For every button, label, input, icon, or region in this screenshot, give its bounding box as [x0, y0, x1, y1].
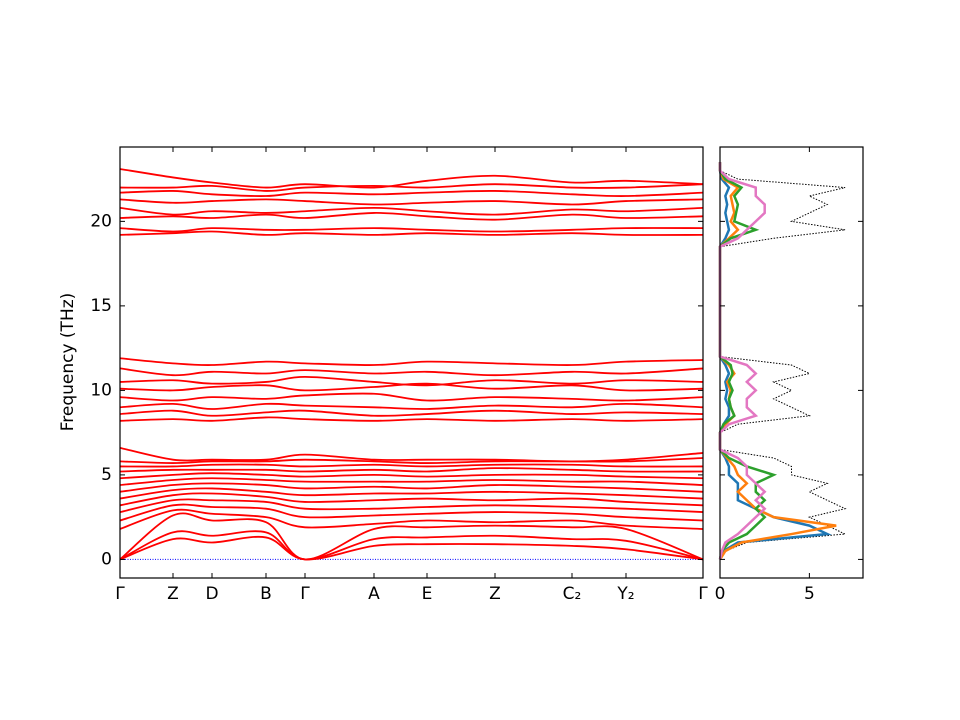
- y-tick-label: 15: [90, 296, 112, 316]
- y-tick-label: 10: [90, 380, 112, 400]
- x-tick-label: Γ: [115, 584, 125, 604]
- x-tick-label: D: [205, 584, 218, 604]
- band-line: [119, 382, 704, 392]
- band-line: [119, 402, 704, 410]
- band-line: [119, 446, 704, 463]
- band-line: [119, 503, 704, 522]
- band-frame: [119, 146, 704, 579]
- band-line: [119, 206, 704, 216]
- x-tick-label: E: [422, 584, 433, 604]
- x-tick-label: Y₂: [616, 584, 634, 604]
- x-tick-label: B: [260, 584, 272, 604]
- band-line: [119, 463, 704, 468]
- x-tick-label: C₂: [563, 584, 582, 604]
- x-tick-label: Γ: [300, 584, 310, 604]
- band-line: [119, 535, 704, 561]
- band-line: [119, 467, 704, 473]
- band-line: [119, 212, 704, 221]
- x-tick-label: 0: [715, 584, 726, 604]
- band-line: [119, 482, 704, 493]
- band-line: [119, 227, 704, 233]
- y-tick-label: 20: [90, 211, 112, 231]
- band-line: [119, 492, 704, 507]
- band-line: [119, 375, 704, 387]
- y-tick-label: 5: [101, 465, 112, 485]
- dos-frame: [719, 146, 864, 579]
- band-line: [119, 498, 704, 513]
- total-dos-line: [719, 162, 848, 560]
- partial-dos-line: [718, 162, 778, 560]
- band-line: [119, 409, 704, 417]
- band-line: [119, 190, 704, 197]
- band-line: [119, 392, 704, 402]
- band-line: [119, 530, 704, 561]
- x-tick-label: Γ: [698, 584, 708, 604]
- band-line: [119, 487, 704, 500]
- band-line: [119, 367, 704, 377]
- band-line: [119, 168, 704, 189]
- band-line: [119, 512, 704, 561]
- band-line: [119, 416, 704, 422]
- band-line: [119, 472, 704, 480]
- band-line: [119, 508, 704, 530]
- x-tick-label: Z: [489, 584, 501, 604]
- partial-dos-line: [718, 162, 767, 560]
- x-tick-label: Z: [167, 584, 179, 604]
- band-line: [119, 198, 704, 206]
- band-line: [119, 357, 704, 366]
- y-axis-label: Frequency (THz): [58, 293, 78, 432]
- band-line: [119, 477, 704, 486]
- x-tick-label: A: [368, 584, 380, 604]
- band-line: [119, 183, 704, 192]
- y-tick-label: 0: [101, 549, 112, 569]
- x-tick-label: 5: [804, 584, 815, 604]
- band-line: [119, 230, 704, 236]
